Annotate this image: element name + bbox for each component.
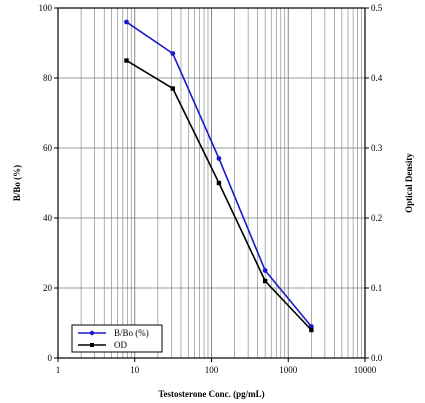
y-tick-label: 60: [43, 143, 53, 153]
series-line: [126, 59, 312, 331]
x-tick-label: 1000: [279, 365, 298, 375]
x-tick-label: 10: [130, 365, 140, 375]
data-point: [170, 86, 175, 91]
data-point: [262, 268, 268, 273]
data-point: [309, 327, 314, 333]
data-point: [262, 278, 268, 284]
legend-marker: [90, 343, 94, 347]
series-line: [126, 21, 312, 328]
data-point: [216, 156, 222, 161]
series-layer: [124, 19, 314, 333]
y-axis-ticks: 0 20 40 60 80 100: [39, 3, 58, 363]
y-tick-label: 20: [43, 283, 53, 293]
y-axis-title: B/Bo (%): [12, 165, 22, 201]
x-axis-title: Testosterone Conc. (pg/mL): [158, 389, 264, 399]
data-point: [170, 51, 176, 56]
data-point: [124, 19, 129, 25]
legend-item: B/Bo (%): [78, 328, 149, 338]
grid: [57, 8, 365, 358]
y2-tick-label: 0.5: [371, 3, 383, 13]
x-axis-ticks: 1 10 100 1000 10000: [56, 358, 377, 375]
y2-axis-ticks: 0.0 0.1 0.2 0.3 0.4 0.5: [365, 3, 383, 363]
x-tick-label: 100: [205, 365, 219, 375]
data-point: [124, 58, 129, 63]
y2-tick-label: 0.1: [371, 283, 382, 293]
y2-tick-label: 0.4: [371, 73, 383, 83]
y2-tick-label: 0.2: [371, 213, 382, 223]
legend-label: B/Bo (%): [114, 328, 149, 338]
x-tick-label: 1: [56, 365, 61, 375]
legend-box: [71, 324, 163, 353]
y2-axis-title: Optical Density: [404, 153, 414, 213]
y-tick-label: 40: [43, 213, 53, 223]
legend-marker: [89, 330, 95, 336]
legend-item: OD: [78, 340, 127, 350]
x-tick-label: 10000: [354, 365, 377, 375]
y-tick-label: 80: [43, 73, 53, 83]
series-bbo: [124, 19, 314, 329]
legend-label: OD: [114, 340, 127, 350]
y2-tick-label: 0.0: [371, 353, 383, 363]
legend: B/Bo (%) OD: [71, 324, 163, 353]
y2-tick-label: 0.3: [371, 143, 383, 153]
data-point: [216, 180, 222, 186]
series-od: [124, 58, 314, 333]
y-tick-label: 0: [48, 353, 53, 363]
y-tick-label: 100: [39, 3, 53, 13]
